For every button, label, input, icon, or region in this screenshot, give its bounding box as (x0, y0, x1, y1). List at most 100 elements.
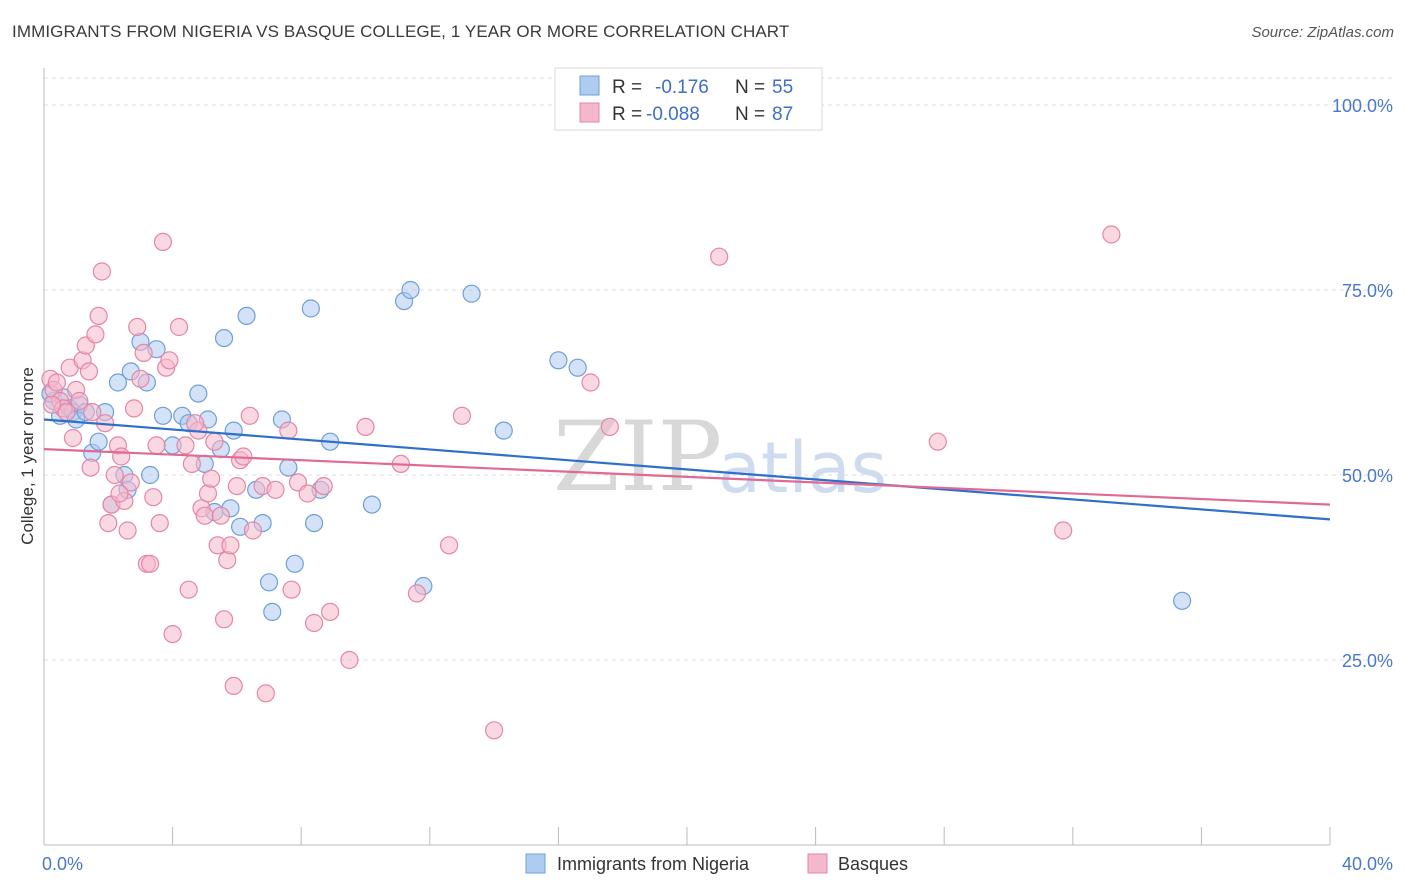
point-1-29 (134, 343, 153, 362)
point-1-70 (340, 650, 359, 670)
point-1-85 (110, 484, 129, 503)
y-axis-title: College, 1 year or more (18, 367, 37, 545)
point-0-20 (153, 406, 173, 425)
point-1-9 (70, 391, 89, 411)
series-legend: Immigrants from Nigeria Basques (525, 853, 908, 874)
point-1-13 (83, 403, 102, 422)
point-1-41 (179, 580, 198, 599)
trend-lines (43, 418, 1331, 521)
point-1-27 (128, 317, 147, 337)
legend-r-value-2: -0.088 (646, 104, 700, 125)
y-tick-label-50: 50.0% (1342, 466, 1393, 486)
watermark-zip: ZIP (553, 401, 722, 513)
point-1-52 (218, 550, 237, 570)
point-1-58 (240, 406, 259, 425)
legend-r-value-1: -0.176 (655, 77, 709, 98)
point-1-55 (227, 477, 246, 496)
point-0-47 (401, 280, 420, 300)
trend-line-0 (43, 418, 1331, 521)
point-1-66 (298, 484, 317, 503)
point-0-33 (237, 306, 256, 325)
point-1-64 (282, 580, 301, 599)
point-0-37 (263, 602, 282, 622)
point-0-49 (462, 284, 481, 303)
point-1-67 (304, 613, 324, 633)
legend-n-value-2: 87 (772, 104, 793, 125)
point-0-31 (224, 421, 243, 440)
point-1-32 (144, 488, 163, 507)
point-1-82 (1102, 225, 1121, 244)
legend-swatch-blue (579, 75, 600, 96)
point-0-53 (1173, 591, 1192, 610)
series-legend-swatch-nigeria (525, 853, 546, 874)
point-0-45 (362, 495, 382, 514)
point-1-37 (160, 351, 179, 370)
x-tick-label-min: 0.0% (42, 854, 83, 874)
point-1-48 (205, 432, 224, 451)
y-tick-label-100: 100.0% (1332, 96, 1393, 116)
point-1-86 (186, 414, 205, 433)
point-1-31 (140, 554, 160, 573)
point-1-2 (47, 373, 66, 392)
point-0-41 (301, 299, 320, 318)
series-legend-label-basques: Basques (838, 854, 908, 874)
watermark-atlas: atlas (718, 427, 887, 509)
legend-r-label-2: R = (612, 104, 642, 125)
point-1-54 (224, 676, 243, 696)
point-1-26 (124, 399, 144, 418)
point-1-45 (195, 506, 214, 525)
point-1-51 (214, 610, 234, 629)
point-0-24 (189, 384, 208, 403)
point-0-36 (259, 573, 279, 592)
point-1-53 (221, 536, 240, 555)
point-1-20 (105, 465, 124, 485)
point-1-34 (150, 513, 169, 533)
point-1-83 (42, 395, 62, 414)
point-1-63 (279, 421, 298, 440)
point-1-78 (600, 417, 619, 436)
point-1-74 (439, 536, 459, 555)
axes (43, 68, 1331, 846)
point-1-12 (79, 362, 99, 381)
data-points (41, 225, 1192, 740)
point-1-50 (211, 506, 230, 525)
legend-n-label-2: N = (735, 104, 765, 125)
series-legend-label-nigeria: Immigrants from Nigeria (557, 854, 750, 874)
point-1-18 (99, 513, 118, 533)
point-1-22 (112, 447, 131, 466)
point-1-16 (92, 262, 111, 281)
point-1-68 (314, 477, 333, 496)
chart-title: IMMIGRANTS FROM NIGERIA VS BASQUE COLLEG… (12, 22, 790, 41)
point-1-62 (266, 480, 285, 499)
point-1-28 (131, 369, 150, 388)
point-0-18 (140, 465, 160, 485)
point-0-12 (108, 373, 128, 392)
point-0-40 (285, 554, 304, 573)
point-1-24 (118, 521, 137, 540)
point-1-15 (89, 306, 108, 325)
point-1-47 (202, 469, 221, 488)
trend-line-1 (43, 448, 1331, 506)
grid-lines (44, 77, 1395, 661)
point-0-52 (568, 358, 587, 377)
point-1-76 (485, 721, 504, 740)
point-1-77 (581, 373, 600, 392)
point-1-46 (198, 484, 218, 503)
legend-swatch-pink (579, 102, 600, 123)
point-0-9 (89, 432, 108, 451)
legend-n-value-1: 55 (772, 77, 793, 98)
point-0-29 (214, 329, 234, 348)
legend-n-label-1: N = (735, 77, 765, 98)
y-tick-label-25: 25.0% (1342, 651, 1393, 671)
point-0-50 (494, 421, 513, 440)
point-1-69 (321, 602, 340, 622)
point-1-38 (163, 624, 182, 644)
point-0-42 (304, 513, 324, 533)
source-label: Source: ZipAtlas.com (1251, 24, 1394, 41)
point-1-7 (63, 428, 83, 448)
point-1-25 (121, 473, 140, 492)
point-1-71 (356, 417, 375, 436)
point-1-81 (1054, 521, 1073, 540)
point-1-59 (243, 521, 263, 540)
